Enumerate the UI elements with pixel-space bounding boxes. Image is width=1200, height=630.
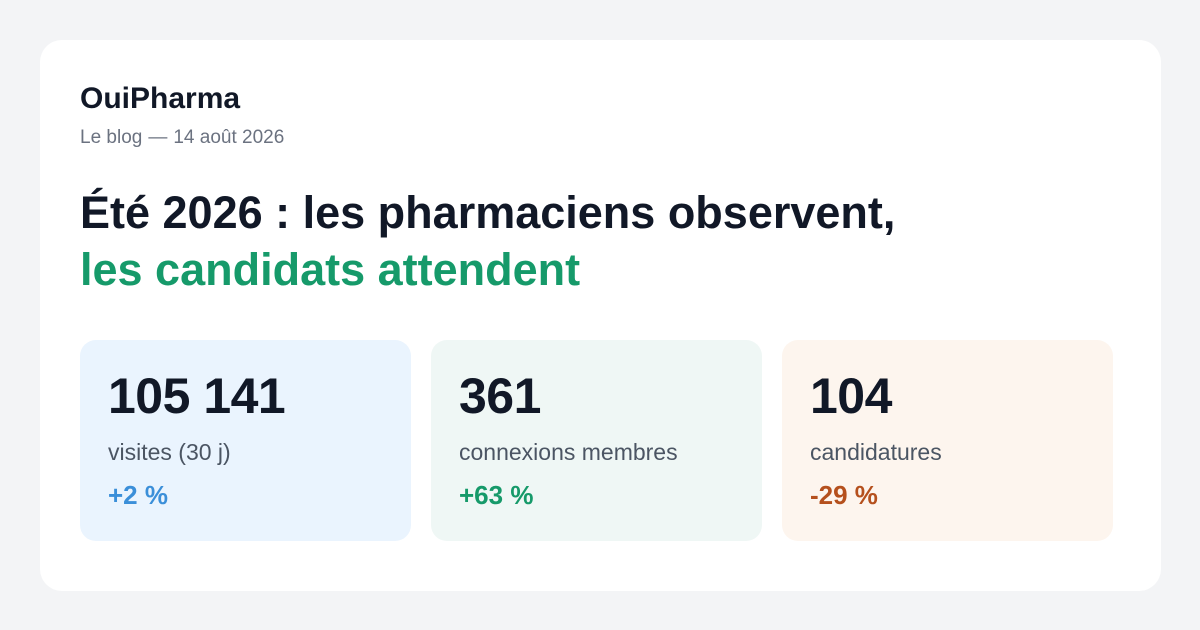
- stat-value: 105 141: [108, 368, 286, 424]
- post-date: 14 août 2026: [173, 127, 285, 148]
- meta-separator: —: [148, 127, 168, 148]
- stat-change: +2 %: [108, 480, 168, 510]
- stat-change: +63 %: [459, 480, 534, 510]
- stat-card-applications: 104 candidatures -29 %: [782, 340, 1113, 541]
- stat-value: 361: [459, 368, 541, 424]
- post-meta: Le blog —14 août 2026: [80, 126, 284, 150]
- stat-change: -29 %: [810, 480, 878, 510]
- stat-label: connexions membres: [459, 439, 678, 465]
- stat-label: candidatures: [810, 439, 942, 465]
- headline: Été 2026 : les pharmaciens observent, le…: [80, 184, 895, 298]
- stat-value: 104: [810, 368, 892, 424]
- brand-name: OuiPharma: [80, 82, 241, 115]
- stat-label: visites (30 j): [108, 439, 231, 465]
- stat-card-visits: 105 141 visites (30 j) +2 %: [80, 340, 411, 541]
- stat-card-member-logins: 361 connexions membres +63 %: [431, 340, 762, 541]
- headline-line-1: Été 2026 : les pharmaciens observent,: [80, 187, 896, 238]
- stats-row: 105 141 visites (30 j) +2 % 361 connexio…: [80, 340, 1113, 541]
- headline-line-2: les candidats attendent: [80, 244, 581, 295]
- share-card: OuiPharma Le blog —14 août 2026 Été 2026 …: [40, 40, 1161, 591]
- blog-section-label: Le blog: [80, 127, 143, 148]
